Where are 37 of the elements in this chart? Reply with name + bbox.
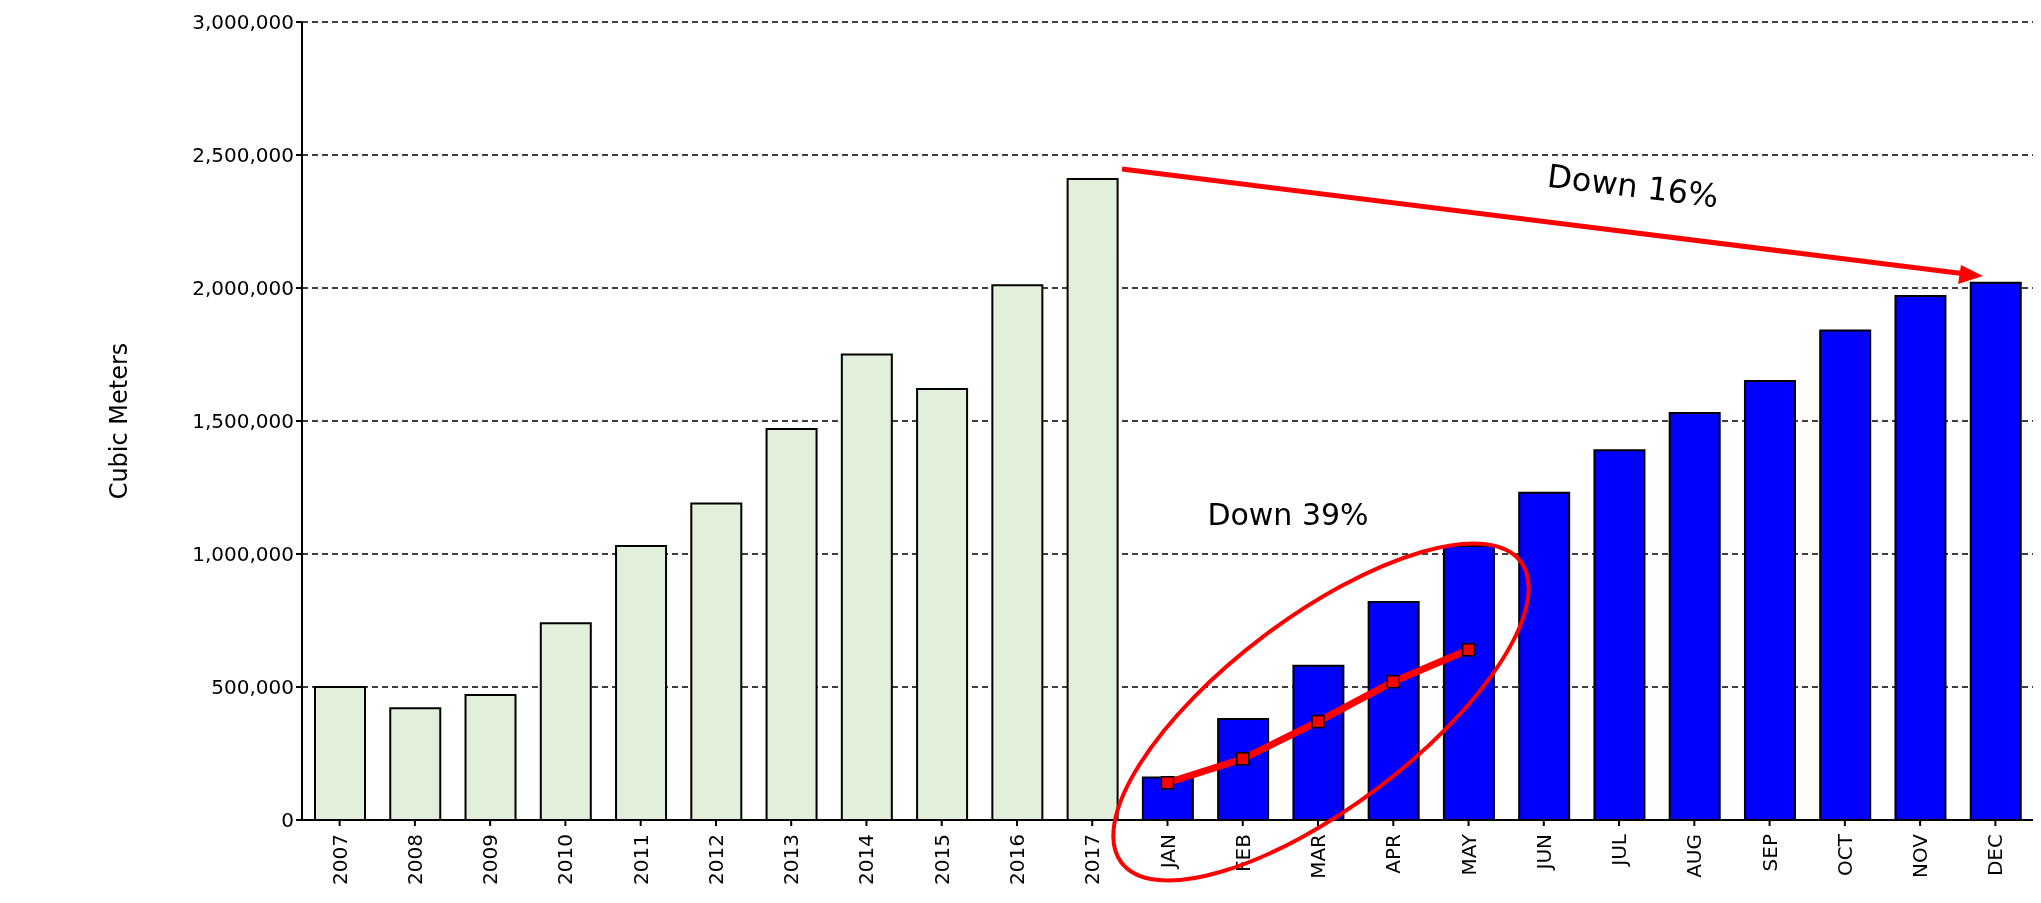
x-tick-label: SEP (1757, 834, 1782, 872)
x-tick-label: 2009 (478, 834, 503, 885)
x-tick-label: JUL (1607, 833, 1632, 868)
x-tick-label: 2014 (854, 834, 879, 885)
x-tick-label: 2007 (327, 834, 352, 885)
x-tick-label: MAY (1456, 833, 1481, 876)
x-tick-label: 2012 (703, 834, 728, 885)
x-tick-label: 2015 (929, 834, 954, 885)
y-tick-label: 1,000,000 (192, 542, 294, 567)
x-tick-label: 2017 (1080, 834, 1105, 885)
x-tick-label: NOV (1908, 833, 1933, 879)
y-tick-label: 1,500,000 (192, 409, 294, 434)
x-tick-label: 2013 (779, 834, 804, 885)
annotation: Down 39% (1207, 496, 1369, 532)
x-tick-label: JUN (1531, 834, 1556, 872)
y-tick-label: 2,000,000 (192, 276, 294, 301)
y-axis-title: Cubic Meters (104, 342, 133, 500)
x-tick-label: 2011 (628, 834, 653, 885)
point (1311, 714, 1325, 729)
x-tick-label: AUG (1682, 834, 1707, 878)
x-tick-label: 2010 (553, 834, 578, 885)
x-tick-label: OCT (1832, 833, 1857, 876)
x-tick-label: 2008 (402, 834, 427, 885)
y-tick-label: 2,500,000 (192, 143, 294, 168)
x-tick-label: 2016 (1004, 834, 1029, 885)
x-tick-label: APR (1381, 833, 1406, 874)
point (1160, 776, 1175, 790)
point (1236, 752, 1250, 766)
x-tick-label: MAR (1306, 833, 1331, 879)
y-tick-label: 0 (281, 808, 294, 833)
x-tick-label: DEC (1983, 834, 2008, 877)
y-tick-label: 500,000 (211, 675, 294, 700)
annotation: Down 16% (1545, 156, 1721, 216)
y-tick-label: 3,000,000 (192, 10, 294, 35)
x-tick-label: JAN (1155, 834, 1180, 871)
point (1461, 643, 1476, 657)
point (1386, 674, 1401, 689)
